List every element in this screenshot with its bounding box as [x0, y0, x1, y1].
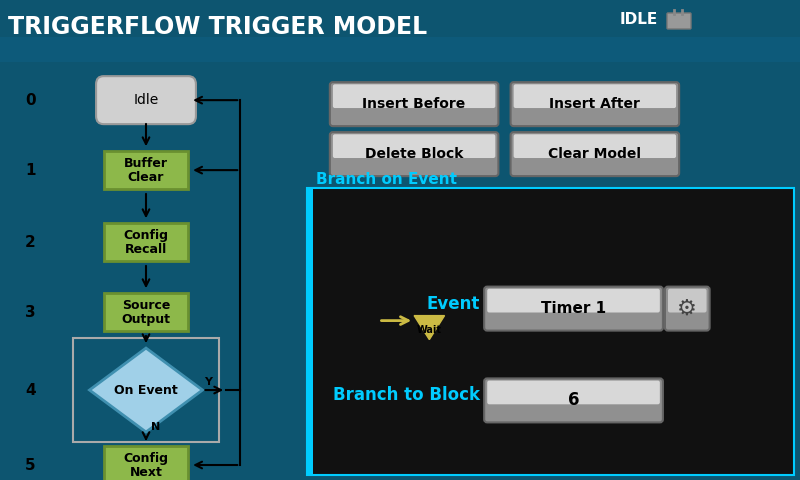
- Text: 5: 5: [25, 457, 35, 472]
- FancyBboxPatch shape: [665, 287, 710, 331]
- Polygon shape: [414, 316, 445, 339]
- Bar: [0, 37, 800, 62]
- FancyBboxPatch shape: [510, 82, 679, 126]
- Text: Timer 1: Timer 1: [541, 301, 606, 316]
- Text: 4: 4: [25, 383, 35, 397]
- Text: IDLE: IDLE: [620, 12, 658, 27]
- FancyBboxPatch shape: [330, 132, 498, 176]
- FancyBboxPatch shape: [668, 289, 706, 312]
- Text: Y: Y: [205, 377, 213, 387]
- Text: Clear Model: Clear Model: [548, 147, 642, 161]
- Text: Config
Next: Config Next: [123, 452, 169, 479]
- Bar: [104, 446, 188, 480]
- FancyBboxPatch shape: [487, 289, 660, 312]
- Text: TRIGGERFLOW TRIGGER MODEL: TRIGGERFLOW TRIGGER MODEL: [8, 15, 427, 39]
- FancyBboxPatch shape: [96, 76, 196, 124]
- Bar: [307, 188, 794, 475]
- FancyBboxPatch shape: [484, 378, 663, 422]
- Text: 1: 1: [25, 163, 35, 178]
- Text: N: N: [150, 422, 160, 432]
- Text: 2: 2: [25, 235, 35, 250]
- FancyBboxPatch shape: [484, 287, 663, 331]
- FancyBboxPatch shape: [510, 132, 679, 176]
- Text: 0: 0: [25, 93, 35, 108]
- Text: 3: 3: [25, 305, 35, 320]
- FancyBboxPatch shape: [514, 84, 676, 108]
- FancyBboxPatch shape: [667, 13, 691, 29]
- Bar: [307, 188, 313, 475]
- Text: Event: Event: [426, 295, 480, 312]
- Bar: [73, 338, 219, 442]
- Text: Delete Block: Delete Block: [365, 147, 463, 161]
- Text: Insert After: Insert After: [550, 97, 640, 111]
- Bar: [104, 293, 188, 331]
- Text: ⚙: ⚙: [678, 299, 698, 319]
- FancyBboxPatch shape: [487, 381, 660, 404]
- Text: Wait: Wait: [417, 324, 442, 335]
- Text: Buffer
Clear: Buffer Clear: [124, 156, 168, 184]
- FancyBboxPatch shape: [514, 134, 676, 158]
- FancyBboxPatch shape: [333, 84, 495, 108]
- Bar: [104, 151, 188, 189]
- FancyBboxPatch shape: [333, 134, 495, 158]
- Polygon shape: [90, 348, 202, 432]
- Text: On Event: On Event: [114, 384, 178, 396]
- Text: 6: 6: [568, 391, 579, 409]
- FancyBboxPatch shape: [330, 82, 498, 126]
- Bar: [104, 223, 188, 261]
- Text: Source
Output: Source Output: [122, 299, 170, 325]
- Text: Branch to Block: Branch to Block: [333, 386, 480, 405]
- Text: Config
Recall: Config Recall: [123, 228, 169, 255]
- Text: Insert Before: Insert Before: [362, 97, 466, 111]
- Text: Idle: Idle: [134, 93, 158, 107]
- Text: Branch on Event: Branch on Event: [316, 172, 457, 187]
